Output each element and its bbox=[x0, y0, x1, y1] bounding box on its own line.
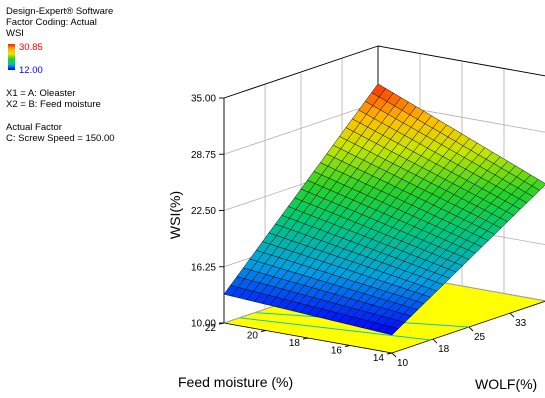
z-tick-label: 35.00 bbox=[191, 94, 216, 105]
x-tick-label: 18 bbox=[438, 344, 450, 355]
legend-min: 12.00 bbox=[19, 65, 43, 76]
y-tick-label: 18 bbox=[289, 338, 301, 349]
z-tick-label: 10.00 bbox=[191, 319, 216, 330]
x2-label: X2 = B: Feed moisture bbox=[6, 99, 101, 110]
x-axis-label: WOLF(%) bbox=[475, 376, 537, 392]
surface-group bbox=[223, 83, 545, 336]
color-legend: 30.85 12.00 bbox=[8, 42, 68, 76]
factor-list: X1 = A: Oleaster X2 = B: Feed moisture bbox=[6, 88, 101, 110]
actual-factor-title: Actual Factor bbox=[6, 122, 62, 133]
floor-contour-0 bbox=[239, 317, 431, 341]
z-axis-label: WSI(%) bbox=[167, 191, 183, 239]
y-tick-mark bbox=[386, 352, 393, 355]
x1-label: X1 = A: Oleaster bbox=[6, 88, 76, 99]
x-tick-mark bbox=[468, 326, 474, 332]
x-tick-mark bbox=[432, 338, 438, 344]
info-panel: Design-Expert® Software Factor Coding: A… bbox=[6, 6, 113, 39]
actual-factor-block: Actual Factor C: Screw Speed = 150.00 bbox=[6, 122, 115, 144]
z-tick-label: 22.50 bbox=[191, 206, 216, 217]
y-tick-mark bbox=[344, 345, 351, 347]
x-tick-label: 33 bbox=[515, 318, 527, 329]
y-tick-label: 20 bbox=[247, 331, 259, 342]
actual-factor-value: C: Screw Speed = 150.00 bbox=[6, 133, 115, 144]
ticks-group: 10.00 16.25 22.50 28.75 35.00 22 20 18 16 14 10 18 2… bbox=[191, 94, 527, 370]
x-tick-mark bbox=[509, 312, 515, 318]
y-tick-label: 22 bbox=[205, 323, 217, 334]
frame-edge-4 bbox=[377, 45, 545, 77]
y-axis-label: Feed moisture (%) bbox=[178, 374, 293, 390]
y-tick-mark bbox=[260, 330, 267, 332]
y-tick-label: 16 bbox=[331, 346, 343, 357]
frame-edge-3 bbox=[223, 45, 379, 99]
y-tick-label: 14 bbox=[373, 353, 385, 364]
y-tick-mark bbox=[302, 337, 309, 340]
z-tick-label: 16.25 bbox=[191, 262, 216, 273]
response-label: WSI bbox=[6, 28, 24, 39]
x-tick-label: 10 bbox=[397, 358, 409, 369]
z-tick-label: 28.75 bbox=[191, 150, 216, 161]
coding-label: Factor Coding: Actual bbox=[6, 17, 97, 28]
x-tick-mark bbox=[391, 352, 397, 358]
legend-max: 30.85 bbox=[19, 42, 43, 53]
software-label: Design-Expert® Software bbox=[6, 6, 114, 17]
legend-gradient bbox=[8, 44, 15, 70]
y-tick-mark bbox=[218, 322, 225, 325]
surface-cell bbox=[383, 326, 399, 336]
x-tick-label: 25 bbox=[474, 332, 486, 343]
